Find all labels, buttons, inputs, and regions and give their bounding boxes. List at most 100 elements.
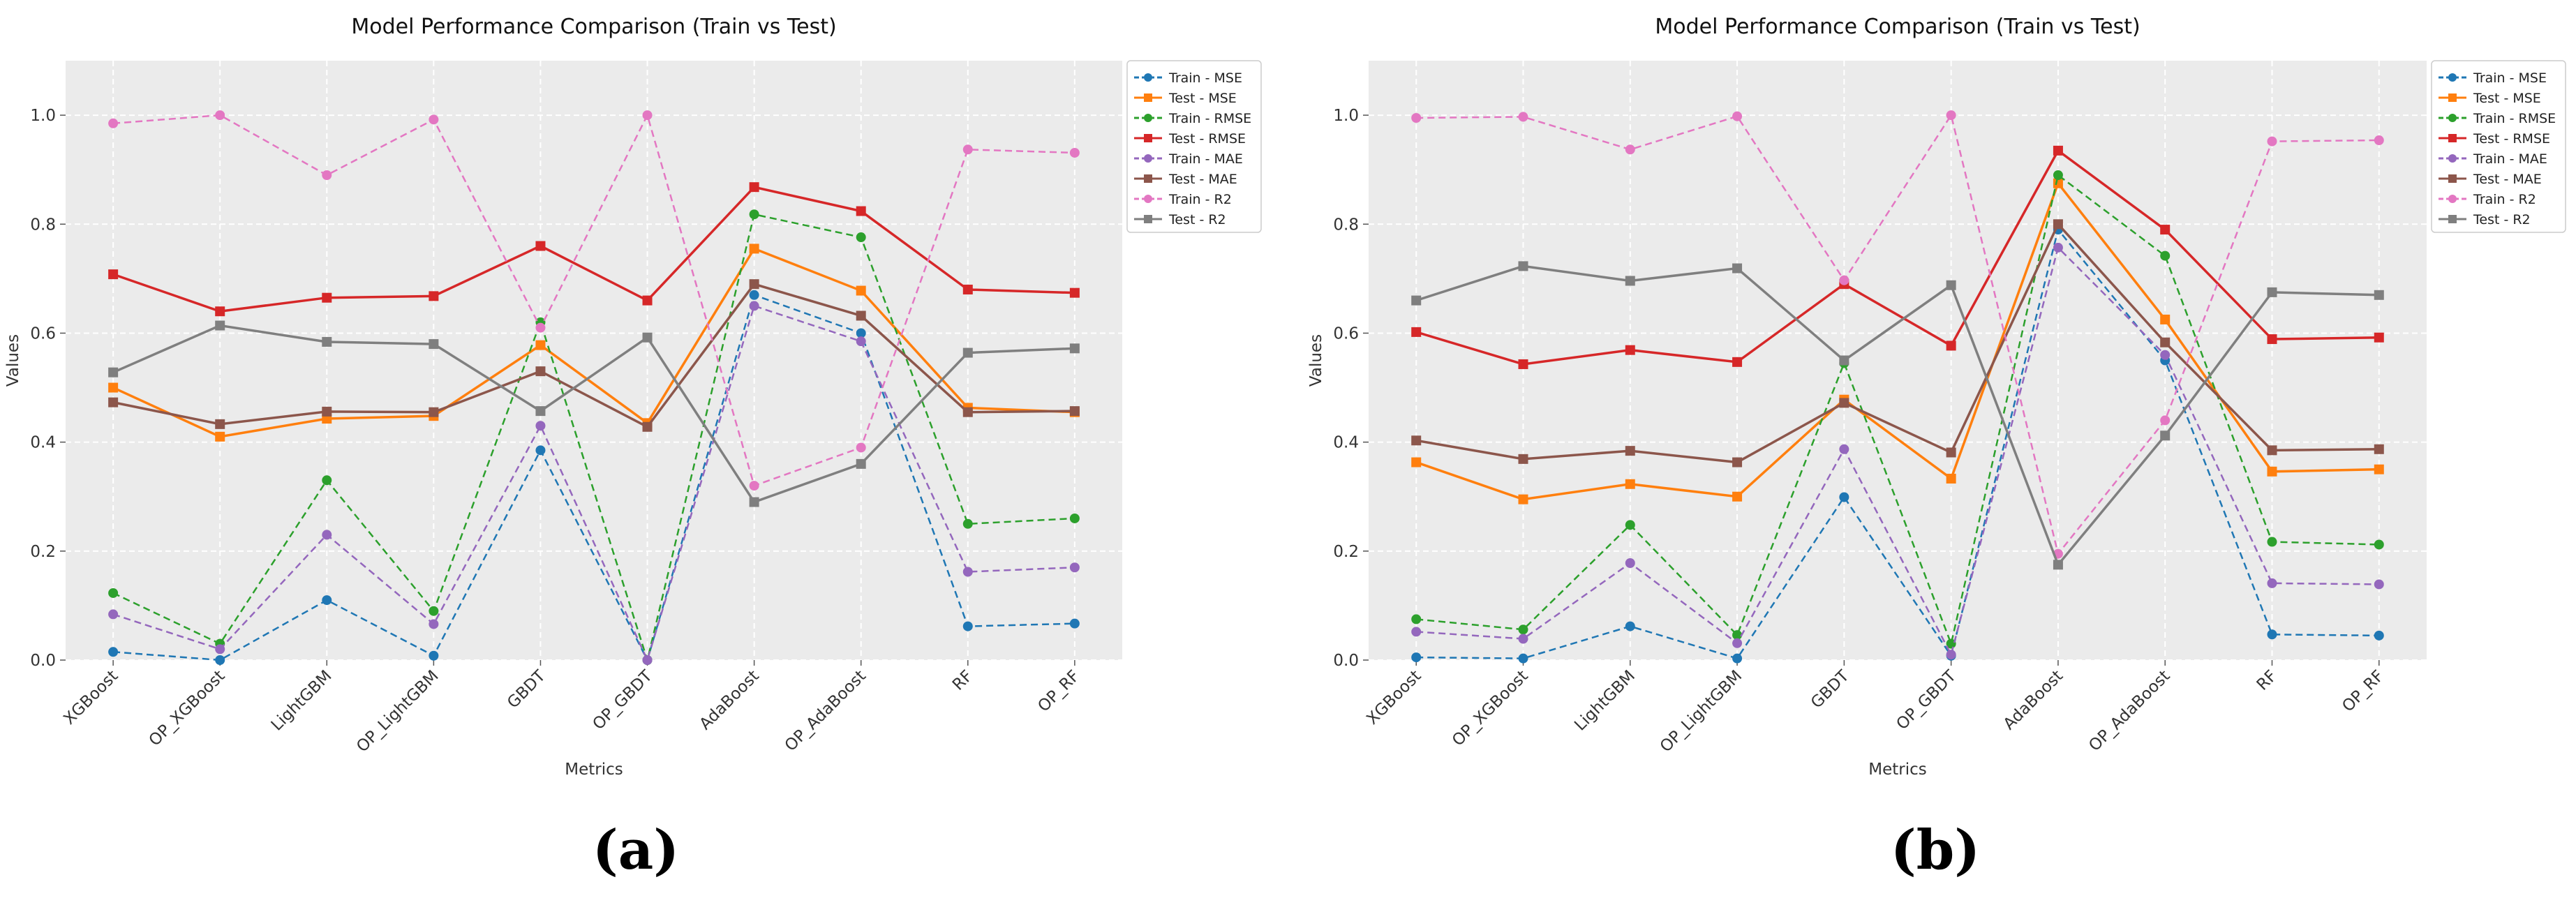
series-train-mae (108, 301, 1080, 665)
legend-label: Train - RMSE (1168, 111, 1251, 126)
legend-marker (2448, 114, 2457, 122)
data-point (108, 382, 119, 393)
data-point (1518, 624, 1528, 635)
data-point (2267, 334, 2277, 345)
data-point (2267, 629, 2277, 640)
legend: Train - MSE Test - MSE Train - RMSE Test - … (2431, 60, 2566, 233)
data-point (2160, 415, 2171, 426)
data-point (2374, 444, 2384, 454)
data-point (2374, 464, 2384, 474)
data-point (1625, 446, 1635, 456)
data-point (962, 518, 973, 529)
series-test-mae (108, 279, 1080, 432)
legend-item: Test - RMSE (1134, 131, 1246, 147)
legend-label: Test - RMSE (2473, 131, 2550, 147)
legend-label: Train - RMSE (2473, 111, 2556, 126)
data-point (1839, 355, 1849, 366)
legend-marker (2448, 174, 2457, 183)
data-point (856, 458, 866, 469)
chart-title: Model Performance Comparison (Train vs T… (351, 15, 836, 39)
data-point (1839, 492, 1849, 502)
x-tick-label: OP_XGBoost (146, 667, 229, 750)
legend-item: Test - R2 (1134, 212, 1226, 227)
series-line (1416, 173, 2379, 647)
data-point (1625, 557, 1635, 568)
legend-item: Test - MSE (1134, 91, 1237, 106)
legend-marker (2448, 215, 2457, 223)
data-point (1625, 621, 1635, 631)
series-line (113, 294, 1075, 663)
series-line (112, 324, 1075, 504)
data-point (322, 475, 332, 486)
y-tick-label: 0.6 (30, 324, 56, 343)
series-line (1416, 112, 2379, 556)
x-tick-label: XGBoost (1363, 667, 1424, 728)
data-point (429, 619, 439, 629)
x-tick-label: OP_RF (1034, 667, 1083, 716)
data-point (322, 170, 332, 180)
data-point (1518, 454, 1528, 464)
data-point (1946, 110, 1956, 121)
data-point (749, 279, 759, 290)
legend-marker (1144, 93, 1152, 102)
y-axis-label: Values (1307, 334, 1325, 387)
chart-panel-a: 0.0 0.2 0.4 0.6 0.8 1.0 XGBoost OP_XGBoost Light… (4, 15, 1262, 882)
data-point (1732, 638, 1743, 648)
data-point (1946, 473, 1956, 484)
data-point (2374, 630, 2384, 641)
data-point (1839, 275, 1849, 285)
data-point (1411, 627, 1422, 637)
data-point (215, 655, 225, 665)
x-tick-label: XGBoost (60, 667, 121, 728)
data-point (215, 431, 225, 442)
legend-box (1126, 60, 1262, 233)
x-tick-label: OP_XGBoost (1449, 667, 1532, 750)
legend-item: Test - MSE (2439, 91, 2541, 106)
data-point (1518, 359, 1528, 369)
data-point (962, 284, 973, 294)
data-point (2374, 539, 2384, 550)
series-line (1416, 246, 2379, 657)
data-point (1625, 144, 1635, 155)
data-point (749, 182, 759, 193)
data-point (215, 320, 225, 331)
x-tick-label: GBDT (1808, 666, 1853, 712)
y-tick-label: 0.4 (1333, 434, 1359, 452)
legend-marker (2448, 93, 2457, 102)
y-tick-label: 0.6 (1333, 324, 1359, 343)
legend-label: Test - MAE (2473, 172, 2542, 187)
data-point (2374, 290, 2384, 300)
data-point (642, 110, 653, 121)
legend-label: Train - MSE (2473, 70, 2547, 86)
legend-label: Test - RMSE (1168, 131, 1246, 147)
legend-item: Test - MAE (2439, 172, 2542, 187)
data-point (2160, 431, 2171, 441)
data-point (1069, 287, 1080, 298)
data-point (1625, 345, 1635, 355)
data-point (108, 647, 119, 657)
data-point (535, 421, 546, 431)
legend-label: Train - MAE (2473, 151, 2547, 167)
series-line (113, 112, 1075, 487)
x-axis-label: Metrics (1868, 761, 1927, 779)
data-point (535, 241, 546, 251)
data-point (1732, 653, 1743, 664)
data-point (2160, 337, 2171, 347)
data-point (1732, 491, 1743, 502)
x-tick-label: OP_GBDT (589, 666, 656, 733)
series-line (1416, 227, 2379, 660)
data-point (429, 339, 439, 350)
series-test-r2 (108, 320, 1080, 507)
figure-caption: (a) (593, 818, 679, 882)
legend-item: Test - RMSE (2439, 131, 2550, 147)
legend-marker (1144, 195, 1152, 203)
data-point (962, 144, 973, 155)
legend-item: Train - MAE (1134, 151, 1243, 167)
data-point (749, 244, 759, 254)
legend-marker (2448, 134, 2457, 142)
plot-area (66, 61, 1122, 660)
data-point (215, 644, 225, 654)
data-point (1069, 513, 1080, 523)
x-tick-label: LightGBM (1571, 667, 1639, 735)
data-point (1069, 406, 1080, 417)
